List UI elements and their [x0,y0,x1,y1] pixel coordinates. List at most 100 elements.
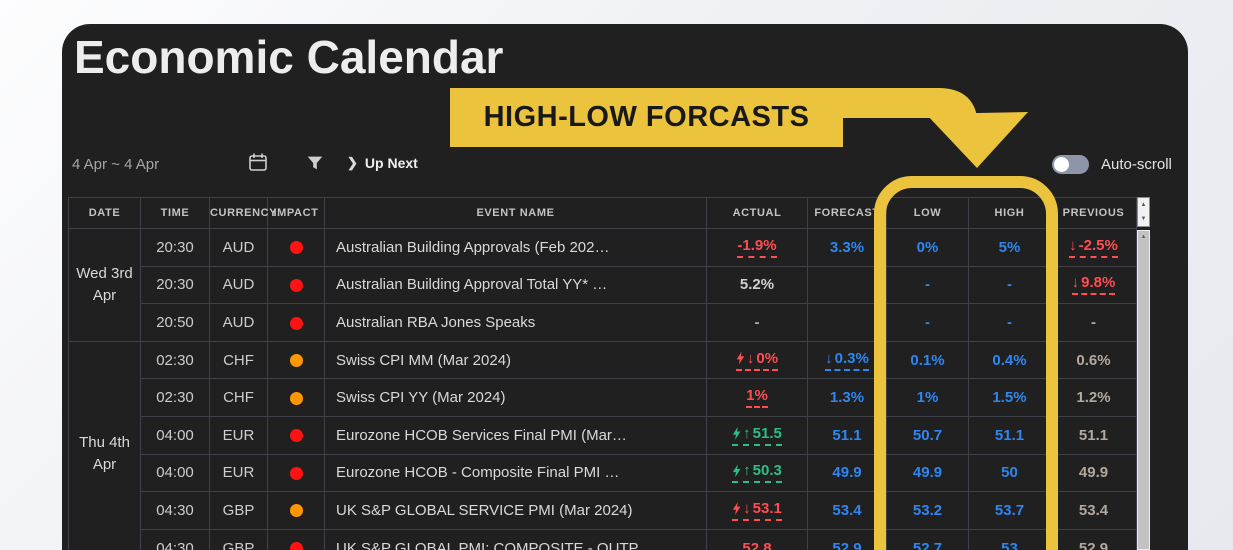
high-cell: 50 [968,453,1051,493]
event-name-cell[interactable]: Eurozone HCOB Services Final PMI (Mar… [324,415,707,455]
table-row[interactable]: Thu 4th Apr 02:30 CHF Swiss CPI MM (Mar 202… [68,340,1137,550]
value-text: 1.3% [829,389,865,407]
value-text: - [925,276,930,294]
event-name-cell[interactable]: UK S&P GLOBAL SERVICE PMI (Mar 2024) [324,491,707,530]
filter-icon[interactable] [303,151,327,175]
actual-cell: ↓ 53.1 [706,491,808,530]
actual-cell: 52.8 [706,528,808,550]
impact-dot [289,466,303,480]
value-text: 1% [916,389,939,407]
table-row[interactable]: 04:00 EUR Eurozone HCOB - Composite Final … [69,453,1137,493]
date-cell: Thu 4th Apr [68,340,141,550]
event-name-cell[interactable]: Swiss CPI YY (Mar 2024) [324,378,707,417]
value: 1.2% [1076,389,1110,406]
impact-cell [267,340,325,380]
arrow-down-icon: ↓ [1071,274,1080,292]
col-header-high: HIGH [968,197,1051,229]
impact-dot [289,316,303,330]
event-name-cell[interactable]: Australian RBA Jones Speaks [324,303,707,342]
col-header-impact: IMPACT [267,197,325,229]
value: - [1091,314,1096,331]
time-cell: 20:50 [140,303,210,342]
event-name-cell[interactable]: UK S&P GLOBAL PMI: COMPOSITE - OUTP… [324,528,707,550]
event-name-cell[interactable]: Eurozone HCOB - Composite Final PMI … [324,453,707,493]
table-row[interactable]: 20:50 AUD Australian RBA Jones Speaks - - - - [69,303,1137,342]
value-text: 53.7 [994,501,1025,519]
scrollbar-track[interactable]: ▲ [1137,230,1150,550]
value-text: - [1007,276,1012,294]
col-header-currency: CURRENCY [209,197,277,229]
date-range[interactable]: 4 Apr ~ 4 Apr [72,156,160,173]
arrow-down-icon: ↓ [1069,236,1077,254]
impact-dot [289,542,303,550]
annotation-callout-label: HIGH-LOW FORCASTS [483,101,810,133]
value: 5% [999,239,1021,256]
value-text: 1.5% [992,389,1027,407]
table-row[interactable]: 02:30 CHF Swiss CPI YY (Mar 2024) 1% 1.3% 1% 1… [69,378,1137,417]
event-name-cell[interactable]: Swiss CPI MM (Mar 2024) [324,340,707,380]
forecast-cell: 3.3% [807,228,887,267]
value: - [1007,314,1012,331]
arrow-down-icon: ↓ [746,349,755,367]
bolt-icon [732,464,741,478]
value: 5.2% [740,276,774,293]
arrow-down-icon: ↓ [743,499,751,517]
bolt-icon [732,426,741,440]
previous-cell: ↓ -2.5% [1050,228,1137,267]
impact-dot [289,504,303,518]
col-header-date: DATE [68,197,141,229]
annotation-callout: HIGH-LOW FORCASTS [450,88,843,147]
value: ↓ 0% [735,349,779,371]
previous-cell: 49.9 [1050,453,1137,493]
value-text: 1% [746,387,768,405]
col-header-time: TIME [140,197,210,229]
value-text: 51.5 [752,424,782,442]
value-text: 0.6% [1076,351,1111,369]
value-text: 51.1 [1078,426,1109,444]
currency-cell: AUD [209,265,268,305]
value-text: - [1007,313,1012,331]
table-body: Wed 3rd Apr 20:30 AUD Australian Building A… [68,228,1137,550]
table-row[interactable]: 04:30 GBP UK S&P GLOBAL PMI: COMPOSITE - O… [69,528,1137,550]
low-cell: 49.9 [886,453,969,493]
table-row[interactable]: Wed 3rd Apr 20:30 AUD Australian Building A… [68,228,1137,342]
impact-cell [267,265,325,305]
currency-cell: EUR [209,453,268,493]
impact-dot [289,241,303,255]
calendar-icon[interactable] [246,150,270,174]
value-text: 0% [916,238,939,256]
value: 51.1 [995,427,1024,444]
currency-cell: CHF [209,340,268,380]
forecast-cell [807,265,887,305]
value-text: 52.9 [1078,539,1109,550]
low-cell: - [886,265,969,305]
chevron-right-icon: ❯ [347,155,358,170]
scrollbar-thumb[interactable]: ▲ [1138,231,1149,549]
scroll-down-icon[interactable]: ▼ [1140,216,1147,222]
currency-cell: CHF [209,378,268,417]
value: ↓ 53.1 [732,500,782,521]
scrollbar-spinner[interactable]: ▲ ▼ [1137,197,1150,227]
forecast-cell: 49.9 [807,453,887,493]
value: 3.3% [830,239,864,256]
value: 49.9 [832,464,861,481]
event-name-cell[interactable]: Australian Building Approval Total YY* … [324,265,707,305]
table-row[interactable]: 04:00 EUR Eurozone HCOB Services Final PMI… [69,415,1137,455]
value-text: 53.4 [1078,501,1109,519]
table-row[interactable]: 20:30 AUD Australian Building Approval Tot… [69,265,1137,305]
table-row[interactable]: 04:30 GBP UK S&P GLOBAL SERVICE PMI (Mar 2… [69,491,1137,530]
value-text: 0% [756,349,779,367]
value: 49.9 [1079,464,1108,481]
scroll-up-icon[interactable]: ▲ [1140,202,1147,208]
value: 53.4 [1079,502,1108,519]
value: 1.3% [830,389,864,406]
up-next-button[interactable]: ❯ Up Next [347,155,418,171]
value: - [1007,276,1012,293]
event-name-cell[interactable]: Australian Building Approvals (Feb 202… [324,228,707,267]
value: 1.5% [992,389,1026,406]
currency-cell: GBP [209,528,268,550]
page-title: Economic Calendar [74,31,504,83]
auto-scroll-toggle[interactable] [1052,155,1089,174]
time-cell: 02:30 [140,340,210,380]
